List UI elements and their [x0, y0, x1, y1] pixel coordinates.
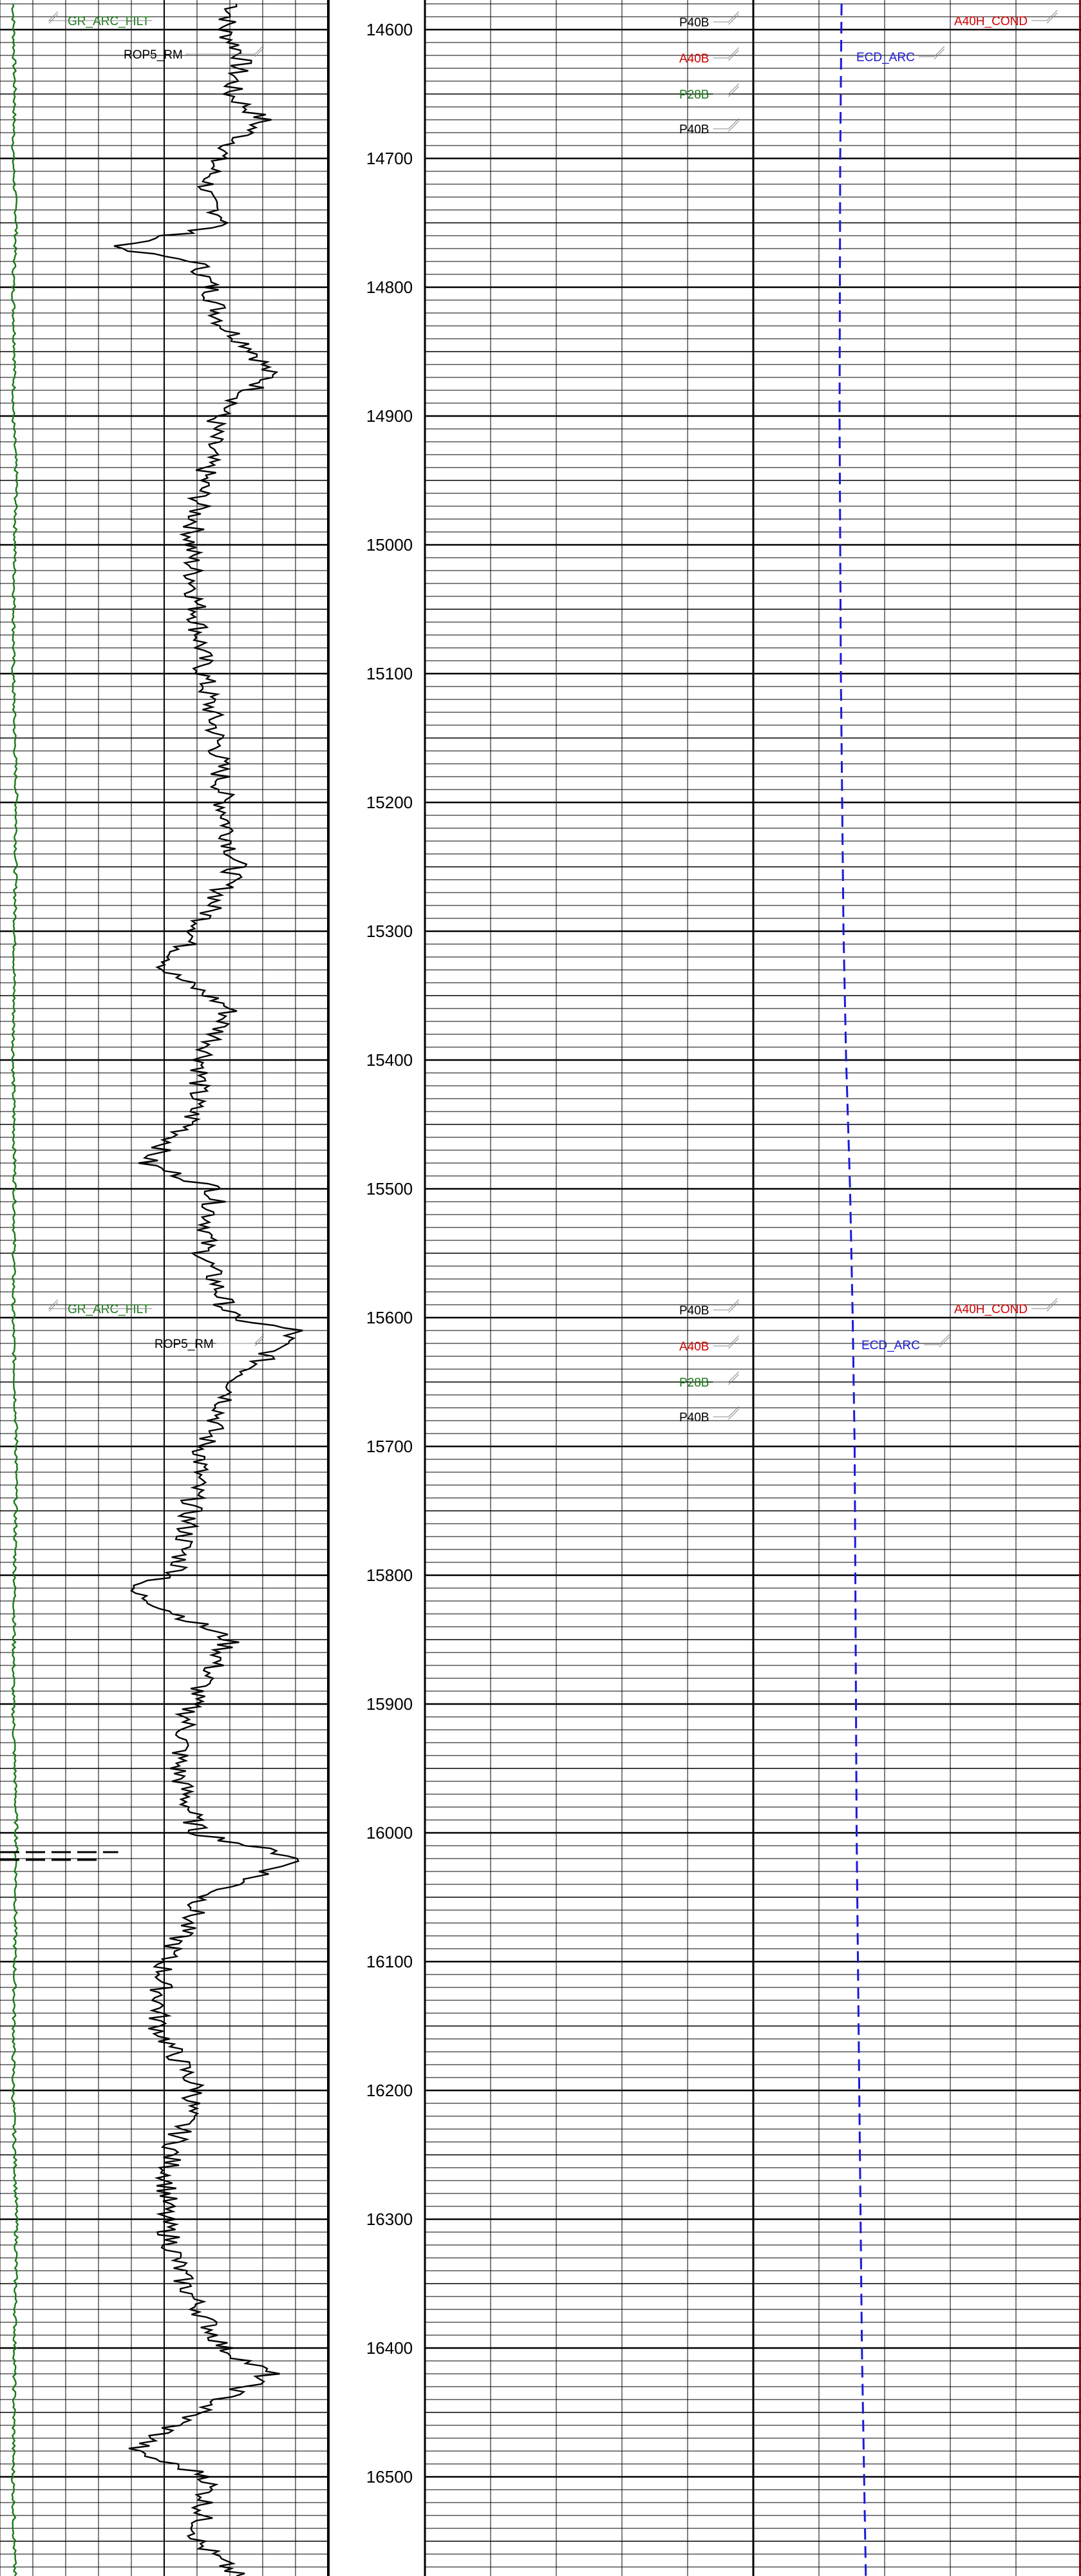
- curve-label: P40B: [679, 1304, 709, 1318]
- depth-tick-label: 16400: [366, 2338, 413, 2358]
- depth-tick-label: 16000: [366, 1823, 413, 1842]
- label-pointer: [918, 46, 945, 60]
- curve-label: ROP5_RM: [155, 1338, 214, 1351]
- label-pointer: [48, 11, 153, 24]
- curve-label: ECD_ARC: [861, 1339, 920, 1352]
- depth-tick-label: 15100: [366, 664, 413, 683]
- depth-tick-label: 15400: [366, 1050, 413, 1070]
- depth-tick-label: 15900: [366, 1694, 413, 1714]
- depth-tick-label: 14900: [366, 406, 413, 426]
- label-pointer: [713, 1335, 739, 1349]
- curve-label: A40H_COND: [954, 15, 1028, 28]
- curves: [0, 3, 867, 2576]
- label-pointer: [713, 1299, 739, 1313]
- label-pointer: [713, 83, 739, 97]
- depth-tick-label: 16100: [366, 1952, 413, 1971]
- curve-ecd-arc: [838, 3, 867, 2576]
- depth-tick-label: 15500: [366, 1179, 413, 1198]
- curve-label: A40B: [679, 1340, 709, 1354]
- curve-label: GR_ARC_FILT: [68, 15, 150, 28]
- label-pointer: [48, 1299, 153, 1312]
- depth-tick-label: 14800: [366, 278, 413, 297]
- depth-tick-label: 15000: [366, 535, 413, 554]
- curve-label: P28B: [679, 88, 709, 102]
- curve-label: A40H_COND: [954, 1303, 1028, 1316]
- curve-rop5-rm: [113, 3, 303, 2576]
- curve-label: A40B: [679, 52, 709, 66]
- curve-label: GR_ARC_FILT: [68, 1303, 150, 1316]
- curve-label: ECD_ARC: [856, 51, 915, 64]
- depth-tick-label: 15300: [366, 922, 413, 941]
- depth-tick-label: 14600: [366, 20, 413, 39]
- depth-tick-label: 15200: [366, 793, 413, 812]
- label-pointer: [1031, 1298, 1058, 1312]
- label-pointer: [1031, 10, 1058, 24]
- depth-tick-label: 16200: [366, 2081, 413, 2100]
- curve-label: P40B: [679, 1411, 709, 1425]
- label-pointer: [185, 44, 265, 57]
- curve-label: P40B: [679, 123, 709, 137]
- label-pointer: [713, 1371, 739, 1385]
- label-pointer: [216, 1334, 265, 1347]
- curve-label: ROP5_RM: [124, 48, 183, 62]
- depth-tick-label: 15700: [366, 1437, 413, 1456]
- curve-label: P40B: [679, 16, 709, 30]
- label-pointer: [923, 1334, 950, 1348]
- depth-tick-label: 16300: [366, 2210, 413, 2229]
- label-pointer: [713, 47, 739, 61]
- label-pointer: [713, 118, 739, 132]
- label-pointer: [713, 11, 739, 25]
- depth-tick-label: 15800: [366, 1566, 413, 1585]
- curve-gr-arc-filt: [10, 3, 19, 2576]
- label-pointer: [713, 1406, 739, 1420]
- curve-labels: GR_ARC_FILT ROP5_RM GR_ARC_FILT ROP5_RM P40B…: [48, 10, 1058, 1425]
- curve-label: P28B: [679, 1376, 709, 1390]
- depth-axis: 14600 14700 14800 14900 15000 15100 15200 15300…: [366, 20, 413, 2486]
- depth-tick-label: 14700: [366, 149, 413, 168]
- depth-tick-label: 16500: [366, 2467, 413, 2486]
- depth-tick-label: 15600: [366, 1308, 413, 1327]
